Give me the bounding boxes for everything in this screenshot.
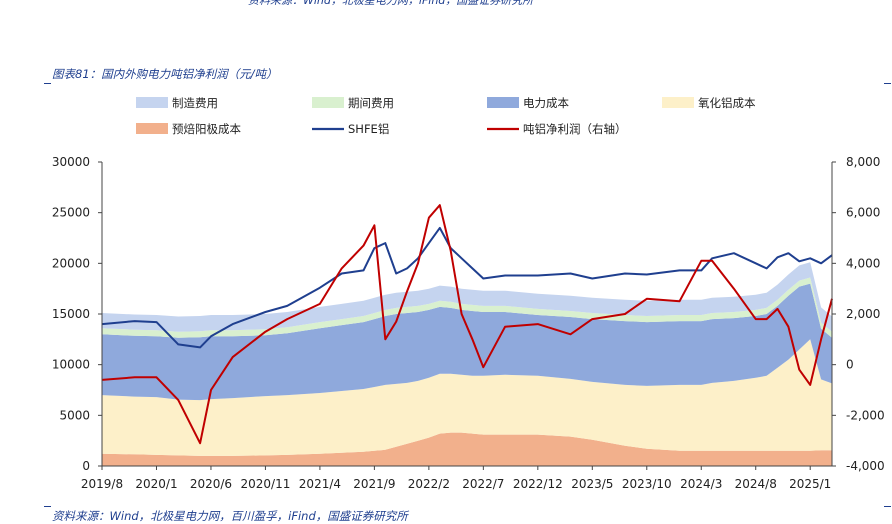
legend-label-shfe: SHFE铝 [348,122,389,136]
legend-label-alumina: 氧化铝成本 [698,96,756,110]
figure-title: 图表81：国内外购电力吨铝净利润（元/吨） [52,67,278,81]
legend-swatch-power [487,97,519,108]
area-anode [102,432,832,466]
x-tick-label: 2020/1 [135,477,177,491]
y-left-tick-label: 25000 [52,206,90,220]
x-tick-label: 2021/4 [299,477,341,491]
bottom-rule-right [884,506,891,507]
title-rule-right [884,83,891,84]
legend-swatch-period [312,97,344,108]
y-right-tick-label: 8,000 [846,155,880,169]
bottom-source-note: 资料来源：Wind，北极星电力网，百川盈孚，iFind，国盛证券研究所 [52,509,408,523]
x-tick-label: 2024/8 [735,477,777,491]
legend-label-power: 电力成本 [523,96,569,110]
x-tick-label: 2022/7 [462,477,504,491]
x-tick-label: 2022/2 [408,477,450,491]
area-period [102,277,832,338]
legend-label-manufacturing: 制造费用 [172,96,218,110]
top-source-note: 资料来源：Wind，北极星电力网，iFind，国盛证券研究所 [248,0,534,7]
bottom-rule-left [44,506,51,507]
x-tick-label: 2020/6 [190,477,232,491]
y-right-tick-label: -2,000 [846,408,885,422]
y-right-tick-label: 0 [846,358,854,372]
line-profit [101,204,833,445]
y-right-tick-label: 6,000 [846,206,880,220]
legend-label-period: 期间费用 [348,96,394,110]
y-left-tick-label: 30000 [52,155,90,169]
y-left-tick-label: 10000 [52,358,90,372]
x-tick-label: 2021/9 [353,477,395,491]
y-right-tick-label: -4,000 [846,459,885,473]
legend-label-profit: 吨铝净利润（右轴） [523,122,627,136]
area-manufacturing [102,262,832,332]
series-lines [101,204,833,445]
y-right-tick-label: 4,000 [846,256,880,270]
y-left-tick-label: 0 [82,459,90,473]
y-left-tick-label: 5000 [59,408,90,422]
x-tick-label: 2025/1 [789,477,831,491]
stacked-areas [102,262,832,466]
area-power [102,283,832,401]
legend-label-anode: 预焙阳极成本 [172,122,241,136]
x-tick-label: 2019/8 [81,477,123,491]
y-right-tick-label: 2,000 [846,307,880,321]
x-tick-label: 2024/3 [680,477,722,491]
line-shfe [101,226,833,349]
y-left-tick-label: 20000 [52,256,90,270]
y-left-tick-label: 15000 [52,307,90,321]
title-rule-left [44,83,51,84]
area-alumina [102,339,832,456]
x-tick-label: 2022/12 [513,477,563,491]
legend-swatch-manufacturing [136,97,168,108]
x-tick-label: 2023/10 [622,477,672,491]
legend-swatch-anode [136,123,168,134]
x-tick-label: 2023/5 [571,477,613,491]
legend-swatch-alumina [662,97,694,108]
x-tick-label: 2020/11 [241,477,291,491]
axes: 0 5000 10000 15000 20000 25000 30000 -4,000 -2,0… [52,155,885,491]
